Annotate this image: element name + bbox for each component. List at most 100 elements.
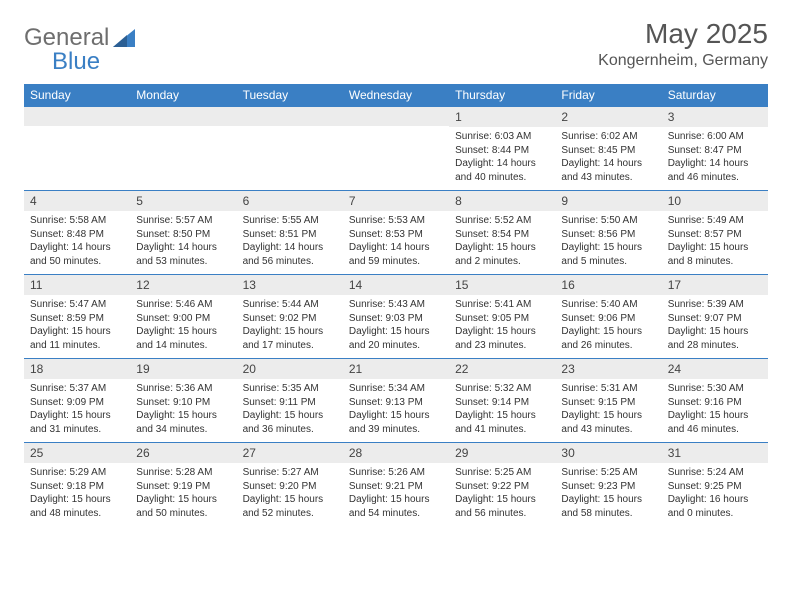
calendar-cell: 29Sunrise: 5:25 AMSunset: 9:22 PMDayligh… (449, 442, 555, 526)
sunrise-text: Sunrise: 5:31 AM (561, 382, 655, 396)
calendar-cell: 18Sunrise: 5:37 AMSunset: 9:09 PMDayligh… (24, 358, 130, 442)
empty-day (343, 106, 449, 126)
sunset-text: Sunset: 8:54 PM (455, 228, 549, 242)
sunset-text: Sunset: 9:03 PM (349, 312, 443, 326)
daylight-text: Daylight: 15 hours (668, 409, 762, 423)
day-details: Sunrise: 5:44 AMSunset: 9:02 PMDaylight:… (237, 295, 343, 358)
sunrise-text: Sunrise: 6:03 AM (455, 130, 549, 144)
calendar-cell: 24Sunrise: 5:30 AMSunset: 9:16 PMDayligh… (662, 358, 768, 442)
sunset-text: Sunset: 9:02 PM (243, 312, 337, 326)
calendar-cell: 19Sunrise: 5:36 AMSunset: 9:10 PMDayligh… (130, 358, 236, 442)
sunset-text: Sunset: 8:57 PM (668, 228, 762, 242)
daylight-text: Daylight: 15 hours (136, 325, 230, 339)
day-details: Sunrise: 5:46 AMSunset: 9:00 PMDaylight:… (130, 295, 236, 358)
calendar-cell: 23Sunrise: 5:31 AMSunset: 9:15 PMDayligh… (555, 358, 661, 442)
daylight-text: Daylight: 15 hours (136, 409, 230, 423)
daylight-text: and 56 minutes. (455, 507, 549, 521)
calendar-cell: 30Sunrise: 5:25 AMSunset: 9:23 PMDayligh… (555, 442, 661, 526)
day-number: 22 (449, 358, 555, 379)
day-header: Saturday (662, 84, 768, 106)
day-number: 7 (343, 190, 449, 211)
daylight-text: Daylight: 15 hours (561, 241, 655, 255)
empty-day (24, 106, 130, 126)
daylight-text: and 43 minutes. (561, 423, 655, 437)
calendar-cell: 10Sunrise: 5:49 AMSunset: 8:57 PMDayligh… (662, 190, 768, 274)
sunrise-text: Sunrise: 5:49 AM (668, 214, 762, 228)
day-details: Sunrise: 5:29 AMSunset: 9:18 PMDaylight:… (24, 463, 130, 526)
day-header: Monday (130, 84, 236, 106)
day-details: Sunrise: 5:32 AMSunset: 9:14 PMDaylight:… (449, 379, 555, 442)
daylight-text: and 50 minutes. (30, 255, 124, 269)
sunrise-text: Sunrise: 5:55 AM (243, 214, 337, 228)
day-details: Sunrise: 5:57 AMSunset: 8:50 PMDaylight:… (130, 211, 236, 274)
sunrise-text: Sunrise: 5:25 AM (455, 466, 549, 480)
page-title: May 2025 (598, 18, 768, 50)
sunrise-text: Sunrise: 5:34 AM (349, 382, 443, 396)
daylight-text: and 5 minutes. (561, 255, 655, 269)
calendar-cell: 8Sunrise: 5:52 AMSunset: 8:54 PMDaylight… (449, 190, 555, 274)
day-details: Sunrise: 5:39 AMSunset: 9:07 PMDaylight:… (662, 295, 768, 358)
daylight-text: Daylight: 14 hours (561, 157, 655, 171)
day-number: 11 (24, 274, 130, 295)
day-header: Thursday (449, 84, 555, 106)
day-details: Sunrise: 5:49 AMSunset: 8:57 PMDaylight:… (662, 211, 768, 274)
sunset-text: Sunset: 9:15 PM (561, 396, 655, 410)
calendar-cell: 13Sunrise: 5:44 AMSunset: 9:02 PMDayligh… (237, 274, 343, 358)
day-details: Sunrise: 5:47 AMSunset: 8:59 PMDaylight:… (24, 295, 130, 358)
daylight-text: and 56 minutes. (243, 255, 337, 269)
sunset-text: Sunset: 8:56 PM (561, 228, 655, 242)
sunset-text: Sunset: 8:53 PM (349, 228, 443, 242)
day-details: Sunrise: 6:02 AMSunset: 8:45 PMDaylight:… (555, 127, 661, 190)
daylight-text: Daylight: 15 hours (30, 325, 124, 339)
day-number: 1 (449, 106, 555, 127)
sunrise-text: Sunrise: 5:47 AM (30, 298, 124, 312)
sunrise-text: Sunrise: 5:24 AM (668, 466, 762, 480)
day-details: Sunrise: 5:53 AMSunset: 8:53 PMDaylight:… (343, 211, 449, 274)
day-details: Sunrise: 5:25 AMSunset: 9:22 PMDaylight:… (449, 463, 555, 526)
daylight-text: Daylight: 15 hours (349, 493, 443, 507)
daylight-text: and 53 minutes. (136, 255, 230, 269)
daylight-text: Daylight: 15 hours (136, 493, 230, 507)
calendar-cell: 11Sunrise: 5:47 AMSunset: 8:59 PMDayligh… (24, 274, 130, 358)
sunset-text: Sunset: 9:09 PM (30, 396, 124, 410)
location: Kongernheim, Germany (598, 52, 768, 70)
daylight-text: and 34 minutes. (136, 423, 230, 437)
daylight-text: and 0 minutes. (668, 507, 762, 521)
day-number: 8 (449, 190, 555, 211)
sunrise-text: Sunrise: 5:58 AM (30, 214, 124, 228)
day-header: Tuesday (237, 84, 343, 106)
daylight-text: and 31 minutes. (30, 423, 124, 437)
sunrise-text: Sunrise: 5:35 AM (243, 382, 337, 396)
sunset-text: Sunset: 9:19 PM (136, 480, 230, 494)
day-details: Sunrise: 5:58 AMSunset: 8:48 PMDaylight:… (24, 211, 130, 274)
daylight-text: Daylight: 15 hours (455, 493, 549, 507)
calendar-cell: 17Sunrise: 5:39 AMSunset: 9:07 PMDayligh… (662, 274, 768, 358)
calendar-cell: 3Sunrise: 6:00 AMSunset: 8:47 PMDaylight… (662, 106, 768, 190)
empty-day (237, 106, 343, 126)
sunset-text: Sunset: 9:00 PM (136, 312, 230, 326)
daylight-text: and 11 minutes. (30, 339, 124, 353)
day-details: Sunrise: 5:34 AMSunset: 9:13 PMDaylight:… (343, 379, 449, 442)
calendar-cell: 14Sunrise: 5:43 AMSunset: 9:03 PMDayligh… (343, 274, 449, 358)
sunset-text: Sunset: 8:44 PM (455, 144, 549, 158)
calendar-cell (237, 106, 343, 190)
day-details: Sunrise: 5:28 AMSunset: 9:19 PMDaylight:… (130, 463, 236, 526)
daylight-text: Daylight: 14 hours (455, 157, 549, 171)
sunset-text: Sunset: 8:59 PM (30, 312, 124, 326)
day-details: Sunrise: 5:25 AMSunset: 9:23 PMDaylight:… (555, 463, 661, 526)
calendar-week: 4Sunrise: 5:58 AMSunset: 8:48 PMDaylight… (24, 190, 768, 274)
sunset-text: Sunset: 9:22 PM (455, 480, 549, 494)
sunset-text: Sunset: 9:05 PM (455, 312, 549, 326)
calendar-week: 11Sunrise: 5:47 AMSunset: 8:59 PMDayligh… (24, 274, 768, 358)
day-details: Sunrise: 5:52 AMSunset: 8:54 PMDaylight:… (449, 211, 555, 274)
daylight-text: and 14 minutes. (136, 339, 230, 353)
day-number: 27 (237, 442, 343, 463)
calendar-cell: 28Sunrise: 5:26 AMSunset: 9:21 PMDayligh… (343, 442, 449, 526)
daylight-text: Daylight: 15 hours (561, 409, 655, 423)
daylight-text: Daylight: 15 hours (243, 493, 337, 507)
day-details: Sunrise: 5:36 AMSunset: 9:10 PMDaylight:… (130, 379, 236, 442)
daylight-text: Daylight: 15 hours (349, 325, 443, 339)
daylight-text: Daylight: 15 hours (561, 325, 655, 339)
sunrise-text: Sunrise: 5:41 AM (455, 298, 549, 312)
day-number: 2 (555, 106, 661, 127)
